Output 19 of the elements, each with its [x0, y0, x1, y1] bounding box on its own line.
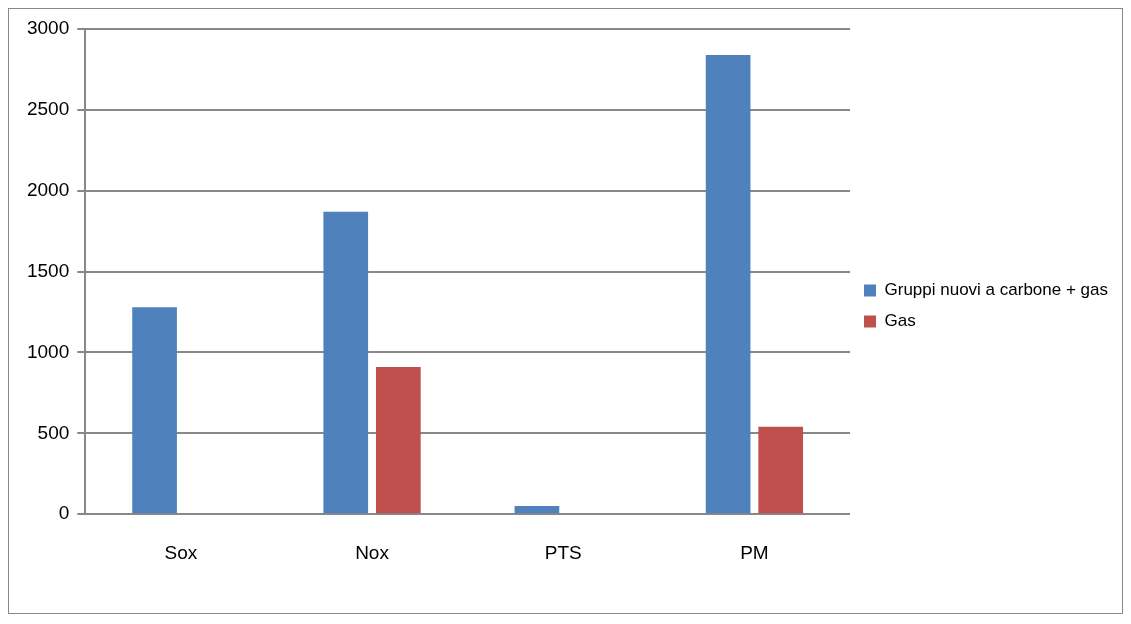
bar — [705, 54, 751, 514]
x-tick-label: Nox — [355, 541, 390, 563]
y-tick-label: 1000 — [26, 340, 70, 362]
y-tick-label: 2000 — [26, 178, 70, 200]
y-tick-label: 500 — [37, 421, 70, 443]
bar — [758, 426, 804, 514]
legend-label: Gruppi nuovi a carbone + gas — [884, 280, 1109, 300]
bar — [375, 367, 421, 514]
bar — [132, 307, 177, 514]
y-tick-label: 0 — [58, 502, 70, 524]
bar — [323, 211, 369, 514]
bar — [514, 506, 560, 514]
x-tick-label: Sox — [164, 541, 198, 563]
x-tick-label: PM — [740, 541, 769, 563]
y-tick-label: 2500 — [26, 98, 70, 120]
y-tick-label: 1500 — [26, 259, 70, 281]
y-tick-label: 3000 — [26, 17, 70, 39]
legend-label: Gas — [884, 311, 916, 331]
x-tick-label: PTS — [544, 541, 582, 563]
